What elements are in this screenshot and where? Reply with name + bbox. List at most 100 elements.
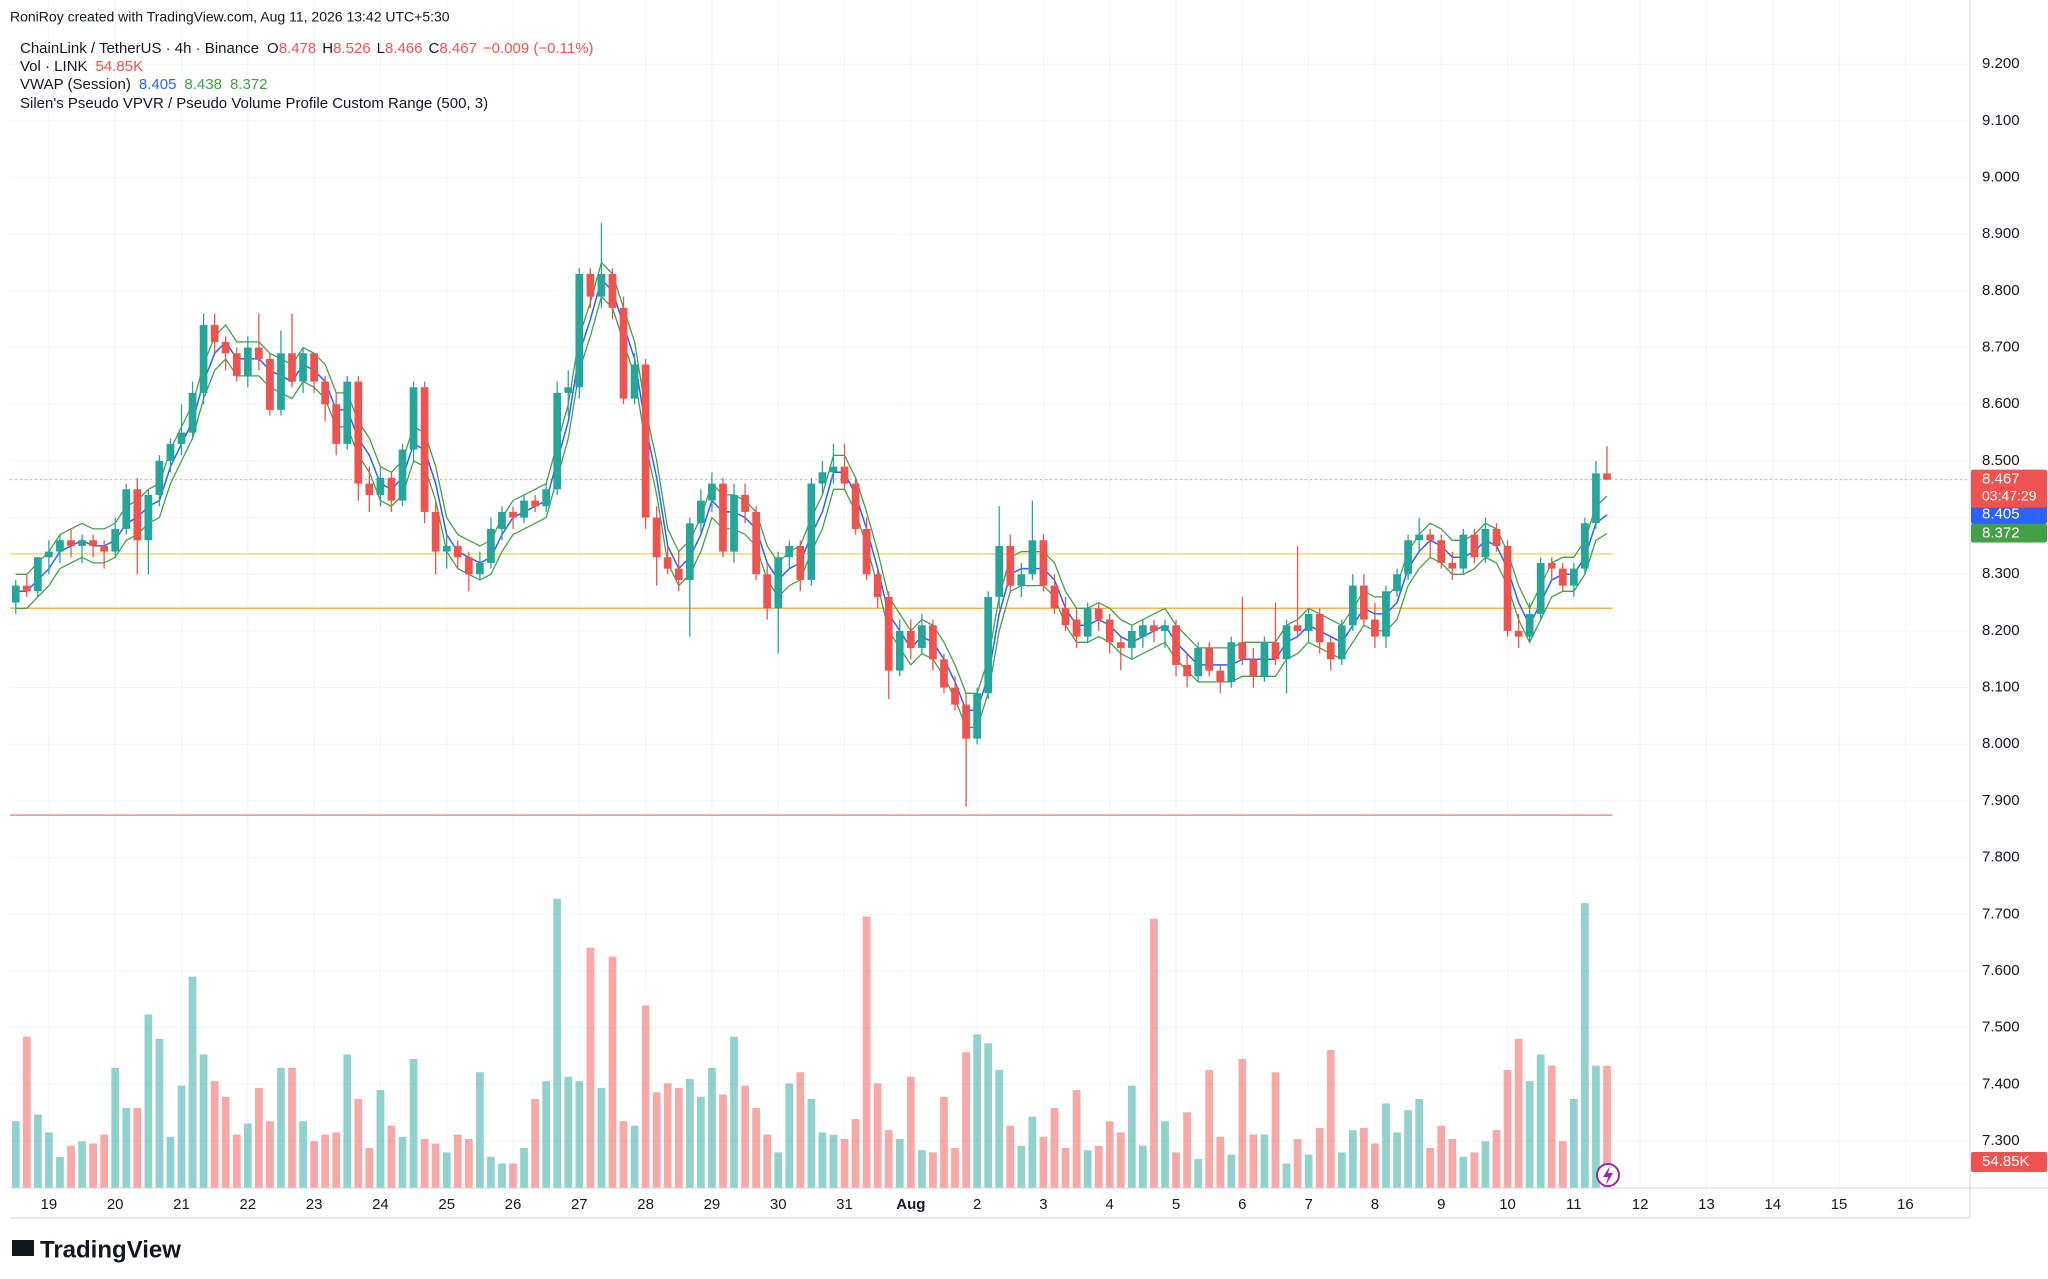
candle-body — [1481, 528, 1490, 558]
x-tick-label: 22 — [239, 1196, 256, 1213]
volume-bar — [188, 976, 197, 1188]
candle-body — [166, 443, 175, 461]
candle-body — [1558, 568, 1567, 586]
candle-body — [1393, 574, 1401, 592]
volume-pane — [11, 898, 1611, 1188]
x-tick-label: 19 — [41, 1196, 58, 1213]
candle-body — [641, 364, 650, 518]
candle-body — [1348, 585, 1357, 626]
volume-bar — [464, 1139, 473, 1188]
x-tick-label: 10 — [1499, 1196, 1516, 1213]
candle-body — [420, 387, 429, 512]
volume-bar — [851, 1119, 860, 1188]
candle-body — [398, 449, 407, 501]
candle-body — [1337, 625, 1346, 660]
volume-bar — [1437, 1125, 1446, 1188]
volume-bar — [697, 1096, 705, 1188]
axes: 7.300 7.400 7.500 7.600 7.700 7.800 7.900 8.000… — [41, 55, 2020, 1213]
volume-bar — [1603, 1065, 1611, 1188]
y-tick-label: 9.100 — [1982, 112, 2020, 129]
last-price-badge-bg — [1971, 469, 2047, 508]
volume-bar — [409, 1058, 418, 1188]
x-tick-label: 6 — [1238, 1196, 1246, 1213]
candle-body — [851, 483, 860, 529]
volume-bar — [1282, 1163, 1291, 1188]
volume-bar — [829, 1134, 838, 1188]
volume-bar — [906, 1076, 915, 1188]
x-tick-label: 30 — [770, 1196, 787, 1213]
volume-bar — [1127, 1085, 1136, 1188]
volume-bar — [509, 1163, 517, 1188]
candle-body — [652, 517, 661, 558]
volume-bar — [1426, 1147, 1435, 1188]
volume-bar — [973, 1034, 981, 1188]
volume-bar — [221, 1096, 230, 1188]
candle-body — [232, 353, 241, 376]
y-tick-label: 8.300 — [1982, 565, 2020, 582]
candle-body — [1127, 630, 1136, 648]
candle-body — [553, 392, 562, 490]
x-tick-label: 3 — [1039, 1196, 1047, 1213]
volume-bar — [1227, 1154, 1236, 1188]
volume-bar — [553, 898, 562, 1188]
candle-body — [321, 381, 330, 405]
candle-body — [1039, 540, 1048, 586]
volume-bar — [641, 1005, 650, 1188]
volume-bar — [520, 1147, 528, 1188]
candle-body — [674, 568, 683, 580]
volume-bar — [807, 1098, 816, 1188]
volume-bar — [111, 1067, 120, 1188]
candle-body — [155, 460, 164, 495]
candle-body — [984, 596, 993, 694]
candle-body — [1492, 528, 1501, 546]
volume-bar — [895, 1139, 904, 1188]
candle-body — [995, 545, 1004, 597]
candle-body — [431, 511, 440, 552]
candle-body — [1415, 534, 1424, 541]
candle-body — [310, 353, 318, 382]
volume-bar — [1348, 1130, 1357, 1188]
candle-body — [487, 528, 495, 563]
y-tick-label: 8.600 — [1982, 395, 2020, 412]
volume-bar — [1404, 1110, 1412, 1188]
volume-bar — [586, 947, 595, 1188]
candle-body — [962, 704, 970, 739]
volume-title: Vol · LINK — [20, 58, 88, 75]
volume-bar — [608, 956, 617, 1188]
volume-badge: 54.85K — [1982, 1153, 2030, 1170]
y-tick-label: 8.000 — [1982, 735, 2020, 752]
candle-body — [1503, 545, 1512, 631]
y-tick-label: 8.700 — [1982, 339, 2020, 356]
volume-bar — [133, 1107, 142, 1188]
candle-body — [22, 585, 31, 592]
volume-bar — [1547, 1065, 1556, 1188]
grid — [10, 0, 1970, 1188]
volume-bar — [100, 1134, 109, 1188]
volume-bar — [1094, 1145, 1103, 1188]
volume-bar — [763, 1134, 772, 1188]
symbol-title: ChainLink / TetherUS · 4h · Binance — [20, 40, 259, 57]
close-key: C — [429, 40, 440, 57]
x-tick-label: 27 — [571, 1196, 588, 1213]
volume-bar — [1039, 1136, 1048, 1188]
volume-bar — [277, 1067, 285, 1188]
volume-bar — [343, 1054, 352, 1188]
volume-bar — [144, 1014, 153, 1188]
volume-bar — [796, 1072, 805, 1188]
volume-bar — [1139, 1145, 1147, 1188]
x-tick-label: 5 — [1172, 1196, 1180, 1213]
candle-body — [45, 551, 53, 558]
volume-bar — [929, 1152, 937, 1188]
candle-body — [940, 659, 948, 688]
candle-body — [1216, 670, 1225, 682]
lower-band-badge: 8.372 — [1982, 524, 2020, 541]
volume-bar — [398, 1136, 407, 1188]
candle-body — [365, 483, 374, 495]
x-tick-label: 20 — [107, 1196, 124, 1213]
candle-body — [1536, 562, 1545, 614]
candle-body — [1525, 613, 1534, 637]
volume-bar — [1205, 1070, 1214, 1188]
candle-body — [78, 540, 86, 546]
high-value: 8.526 — [333, 40, 371, 57]
candle-body — [1094, 608, 1103, 620]
